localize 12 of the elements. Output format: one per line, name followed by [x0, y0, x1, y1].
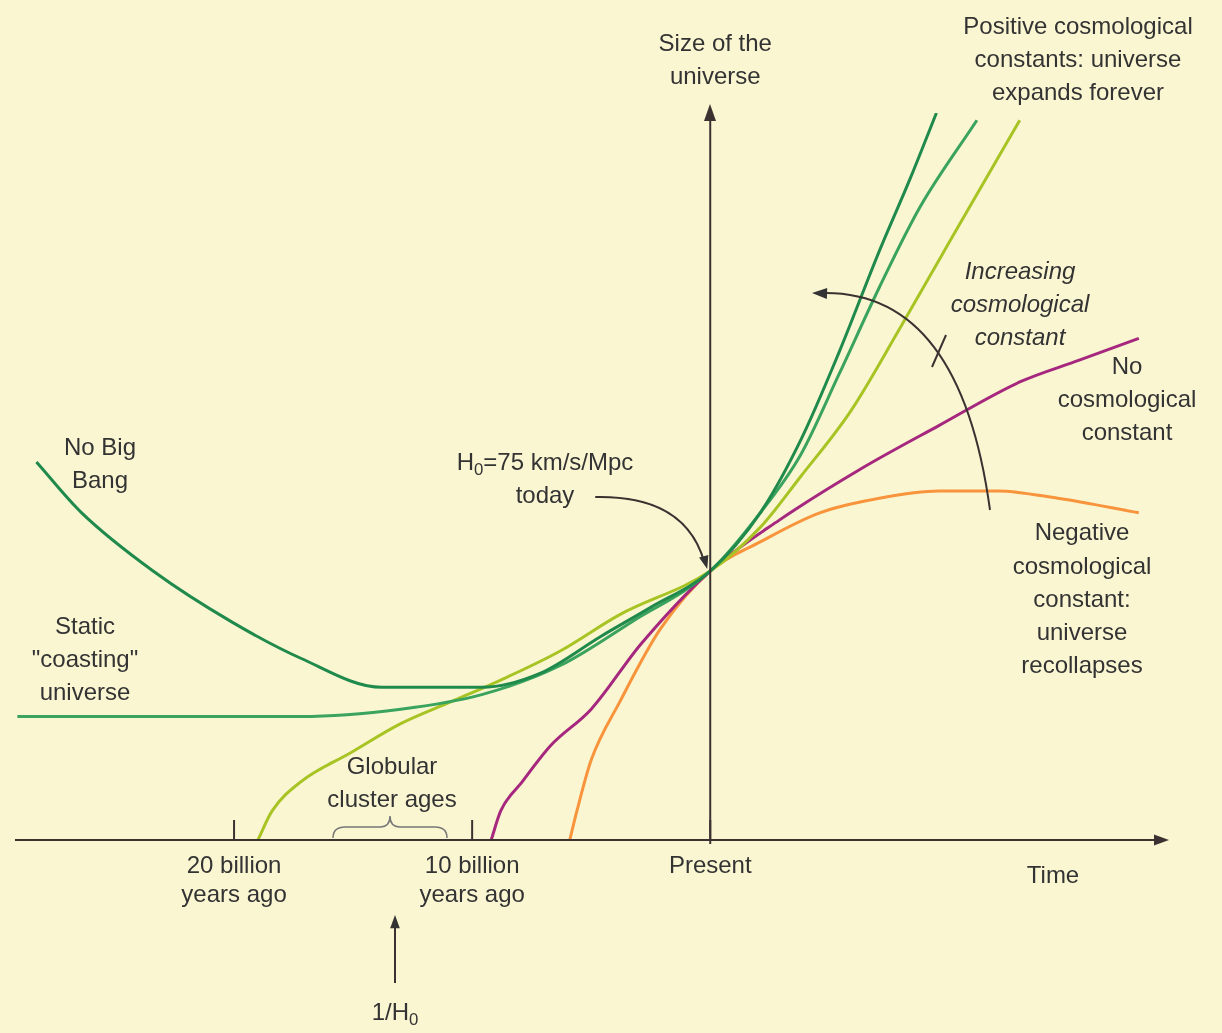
annotation: Increasing cosmological constant — [950, 256, 1091, 350]
annotation: Negative cosmological constant: universe recollapses — [1012, 518, 1152, 678]
x-tick-label: 20 billion years ago — [181, 851, 287, 907]
text: Positive cosmological constants: universe expands forever — [963, 11, 1193, 105]
annotation: No Big Bang — [63, 433, 137, 494]
annotation: Static "coasting" universe — [31, 611, 139, 705]
x-tick-label: 10 billion years ago — [419, 851, 525, 907]
x-axis-title: Time — [1026, 860, 1080, 888]
annotation: Globular cluster ages — [327, 752, 457, 813]
y-axis-title: Size of the universe — [658, 29, 772, 90]
annotation: No cosmological constant — [1057, 351, 1197, 445]
x-tick-label: Present — [668, 851, 752, 879]
